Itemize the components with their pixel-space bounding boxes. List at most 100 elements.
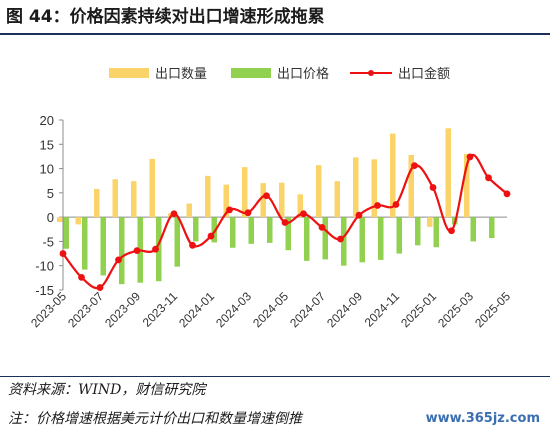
point-value-2024-12 (411, 162, 418, 170)
point-value-2024-03 (244, 209, 252, 217)
bar-volume-2023-07 (94, 188, 100, 218)
footnote: 注：价格增速根据美元计价出口和数量增速倒推 (8, 411, 302, 427)
bar-price-2024-11 (396, 217, 402, 254)
y-tick-label-6: 15 (40, 137, 54, 152)
bar-price-2024-07 (322, 217, 328, 260)
source-note: 资料来源：WIND，财信研究院 (8, 382, 206, 398)
point-value-2023-11 (170, 210, 178, 218)
bar-volume-2024-07 (316, 165, 322, 218)
bar-price-2023-08 (119, 217, 125, 285)
point-value-2024-07 (318, 223, 326, 231)
point-value-2025-03 (466, 153, 474, 161)
legend-label-1: 出口价格 (277, 66, 329, 81)
bar-volume-2023-05 (57, 217, 63, 222)
point-value-2025-01 (429, 184, 437, 191)
y-tick-label-5: 10 (40, 162, 54, 177)
bar-volume-2024-02 (223, 184, 229, 218)
bar-volume-2023-09 (131, 181, 137, 218)
bar-volume-2024-09 (353, 157, 359, 218)
y-tick-label-3: 0 (47, 210, 54, 225)
point-value-2023-09 (133, 247, 141, 255)
point-value-2024-08 (337, 235, 344, 243)
point-value-2024-05 (281, 219, 289, 226)
legend-swatch-1 (231, 68, 271, 78)
bar-volume-2025-02 (445, 128, 451, 218)
point-value-2023-05 (59, 250, 67, 257)
bar-volume-2024-11 (390, 133, 396, 218)
point-value-2024-01 (207, 232, 215, 240)
figure-title: 图 44：价格因素持续对出口增速形成拖累 (6, 7, 325, 27)
bar-price-2023-12 (193, 217, 199, 242)
bar-volume-2023-06 (75, 217, 81, 225)
bar-price-2025-04 (489, 217, 495, 239)
x-tick-label-9: 2024-11 (362, 289, 403, 330)
point-value-2025-02 (448, 227, 455, 235)
title-divider (0, 33, 550, 35)
y-tick-label-2: -5 (42, 234, 54, 249)
point-value-2023-08 (115, 256, 122, 264)
point-value-2025-04 (485, 174, 492, 182)
point-value-2023-10 (152, 245, 159, 253)
x-tick-label-7: 2024-07 (287, 289, 328, 330)
bar-price-2024-10 (378, 217, 384, 260)
y-tick-label-0: -15 (35, 283, 54, 298)
y-tick-label-7: 20 (40, 113, 54, 128)
bar-price-2024-05 (285, 217, 291, 251)
x-tick-label-1: 2023-07 (65, 289, 106, 330)
x-tick-label-5: 2024-03 (213, 289, 254, 330)
y-tick-label-4: 5 (47, 186, 54, 201)
bar-volume-2024-04 (260, 183, 266, 218)
bar-volume-2024-08 (334, 181, 340, 218)
bar-price-2024-09 (359, 217, 365, 263)
x-tick-label-11: 2025-03 (435, 289, 476, 330)
bar-volume-2024-01 (205, 175, 211, 218)
x-tick-label-3: 2023-11 (140, 289, 181, 330)
bar-volume-2024-12 (408, 154, 414, 218)
bar-price-2025-01 (433, 217, 439, 248)
bar-price-2025-03 (470, 217, 476, 242)
bar-price-2024-01 (211, 217, 217, 243)
bar-price-2024-06 (304, 217, 310, 261)
bar-price-2023-07 (100, 217, 106, 276)
bar-volume-2024-03 (242, 167, 248, 218)
bar-price-2023-05 (63, 217, 69, 249)
y-tick-label-1: -10 (35, 259, 54, 274)
bar-volume-2023-08 (112, 179, 118, 218)
point-value-2024-10 (374, 202, 381, 209)
point-value-2023-07 (96, 284, 104, 291)
point-value-2025-05 (503, 190, 511, 198)
bar-price-2023-06 (82, 217, 88, 270)
bar-price-2024-03 (248, 217, 254, 244)
point-value-2024-09 (355, 211, 363, 219)
legend-marker-2 (368, 70, 374, 76)
point-value-2024-11 (392, 201, 400, 208)
x-tick-label-2: 2023-09 (102, 289, 143, 330)
bar-price-2024-04 (267, 217, 273, 243)
bar-price-2024-02 (230, 217, 236, 248)
legend-label-0: 出口数量 (155, 66, 207, 81)
x-tick-label-4: 2024-01 (176, 289, 217, 330)
bar-volume-2024-06 (297, 194, 303, 218)
point-value-2024-02 (226, 206, 233, 214)
bottom-divider (0, 376, 550, 377)
bar-volume-2024-05 (279, 182, 285, 218)
x-tick-label-12: 2025-05 (472, 289, 513, 330)
point-value-2023-12 (189, 241, 196, 249)
point-value-2024-06 (300, 210, 307, 218)
x-tick-label-10: 2025-01 (398, 289, 439, 330)
export-growth-chart: 出口数量 出口价格 出口金额-15-10-5051015202023-052023-… (28, 66, 513, 330)
bar-volume-2025-01 (427, 217, 433, 227)
legend-swatch-0 (109, 68, 149, 78)
bar-price-2023-11 (174, 217, 180, 267)
x-tick-label-6: 2024-05 (250, 289, 291, 330)
x-tick-label-8: 2024-09 (324, 289, 365, 330)
watermark: www.365jz.com (419, 407, 546, 431)
legend-label-2: 出口金额 (398, 66, 450, 81)
bar-price-2024-08 (341, 217, 347, 266)
bar-price-2024-12 (415, 217, 421, 246)
bar-volume-2023-10 (149, 158, 155, 218)
point-value-2024-04 (263, 192, 270, 200)
point-value-2023-06 (78, 273, 85, 281)
bar-volume-2025-03 (464, 154, 470, 218)
bar-volume-2023-12 (186, 203, 192, 218)
